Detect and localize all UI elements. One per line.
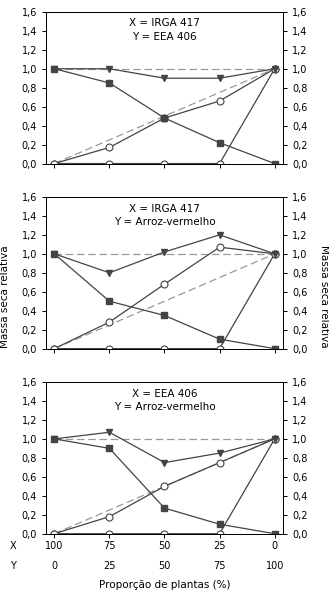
Text: X: X [9,541,16,551]
Text: X = IRGA 417
Y = EEA 406: X = IRGA 417 Y = EEA 406 [129,18,200,42]
Text: Massa seca relativa: Massa seca relativa [0,245,10,348]
Text: Proporção de plantas (%): Proporção de plantas (%) [99,580,230,590]
Text: X = IRGA 417
Y = Arroz-vermelho: X = IRGA 417 Y = Arroz-vermelho [114,203,215,227]
Text: 25: 25 [103,562,116,572]
Text: 75: 75 [213,562,226,572]
Text: 0: 0 [51,562,57,572]
Text: 100: 100 [266,562,284,572]
Text: Y: Y [10,562,15,572]
Text: X = EEA 406
Y = Arroz-vermelho: X = EEA 406 Y = Arroz-vermelho [114,388,215,412]
Text: Massa seca relativa: Massa seca relativa [319,245,329,348]
Text: 50: 50 [158,562,171,572]
